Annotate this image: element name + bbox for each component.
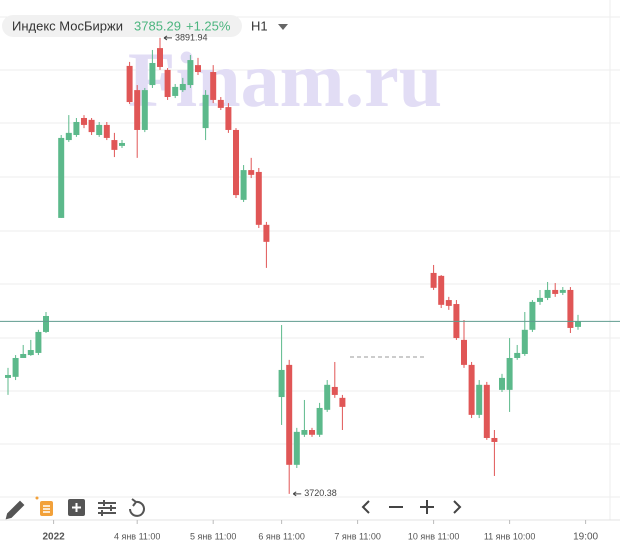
candle-body: [240, 170, 247, 200]
candle-body: [575, 321, 581, 327]
candle-body: [301, 430, 308, 435]
candle-body: [552, 289, 559, 294]
candle-body: [202, 94, 209, 129]
candle-body: [559, 289, 566, 293]
candle-body: [263, 224, 270, 242]
candle-body: [164, 69, 171, 98]
candle-body: [73, 121, 80, 136]
candle-body: [172, 86, 179, 96]
candle-body: [43, 315, 49, 332]
x-tick-label: 7 янв 11:00: [334, 531, 381, 541]
header-pill: [2, 15, 242, 37]
candle-body: [567, 289, 574, 328]
candle-body: [537, 297, 543, 302]
undo[interactable]: [129, 498, 145, 517]
add-indicator[interactable]: [68, 499, 85, 516]
candle-body: [141, 90, 148, 130]
candle-body: [134, 90, 141, 130]
candle-body: [331, 386, 338, 395]
candle-body: [35, 331, 42, 353]
candle-body: [430, 272, 437, 288]
candle-body: [248, 170, 255, 175]
candle-body: [544, 289, 551, 298]
candle-body: [58, 137, 65, 218]
candle-body: [339, 397, 346, 407]
last-price: 3785.29: [134, 18, 181, 33]
candle-body: [157, 48, 163, 67]
candle-body: [476, 384, 483, 415]
extreme-label: 3720.38: [304, 488, 337, 498]
candle-body: [225, 107, 232, 130]
candle-body: [210, 72, 217, 100]
x-tick-label: 6 янв 11:00: [258, 531, 305, 541]
x-tick-label: 4 янв 11:00: [114, 531, 161, 541]
candle-body: [12, 357, 19, 377]
x-tick-label: 10 янв 11:00: [408, 531, 460, 541]
candle-body: [149, 62, 156, 86]
candle-body: [119, 142, 125, 146]
annotation-arrow: [292, 491, 302, 497]
candle-body: [103, 124, 110, 138]
candle-body: [187, 60, 194, 86]
scroll-left[interactable]: [361, 500, 370, 514]
navigation: [361, 500, 462, 514]
candle-body: [445, 300, 452, 306]
candle-body: [255, 171, 262, 225]
candle-body: [5, 374, 11, 378]
instrument-name: Индекс МосБиржи: [12, 18, 123, 33]
candle-body: [179, 83, 186, 91]
price-change: +1.25%: [186, 18, 231, 33]
candle-body: [529, 301, 536, 330]
candle-body: [217, 99, 224, 108]
template-tool[interactable]: [35, 496, 54, 517]
candle-body: [111, 140, 118, 150]
candle-body: [514, 352, 521, 358]
x-tick-label: 11 янв 10:00: [484, 531, 536, 541]
candle-body: [483, 384, 490, 438]
draw-tool[interactable]: [5, 500, 25, 520]
grid: [0, 0, 620, 520]
candle-body: [521, 329, 528, 354]
candle-body: [96, 124, 103, 136]
candle-body: [506, 357, 513, 390]
scroll-right[interactable]: [453, 500, 462, 514]
candle-body: [438, 275, 445, 305]
candle-body: [65, 132, 72, 141]
x-tick-label: 19:00: [573, 532, 598, 543]
x-tick-label: 2022: [42, 532, 65, 543]
candle-body: [293, 431, 300, 465]
candle-body: [126, 65, 133, 103]
timeframe-dropdown[interactable]: [278, 24, 288, 30]
timeframe[interactable]: H1: [251, 18, 268, 33]
candle-body: [278, 369, 285, 398]
candle-body: [88, 119, 95, 133]
candle-body: [468, 364, 475, 415]
candle-body: [233, 129, 239, 196]
toolbar: [5, 496, 145, 520]
extreme-label: 3891.94: [175, 32, 208, 42]
zoom-in[interactable]: [420, 500, 434, 514]
candle-body: [499, 377, 505, 390]
candle-body: [316, 407, 323, 435]
candle-body: [324, 384, 331, 410]
candle-body: [81, 117, 87, 125]
candle-body: [20, 353, 27, 358]
candles: [5, 37, 581, 494]
candle-body: [286, 364, 293, 465]
candle-body: [491, 437, 498, 442]
settings[interactable]: [98, 500, 116, 516]
candle-body: [27, 350, 34, 356]
annotation-arrow: [163, 35, 172, 41]
x-tick-label: 5 янв 11:00: [190, 531, 237, 541]
candle-body: [195, 65, 201, 73]
watermark: Finam.ru: [128, 36, 442, 123]
candle-body: [461, 339, 467, 365]
candle-body: [309, 430, 315, 435]
